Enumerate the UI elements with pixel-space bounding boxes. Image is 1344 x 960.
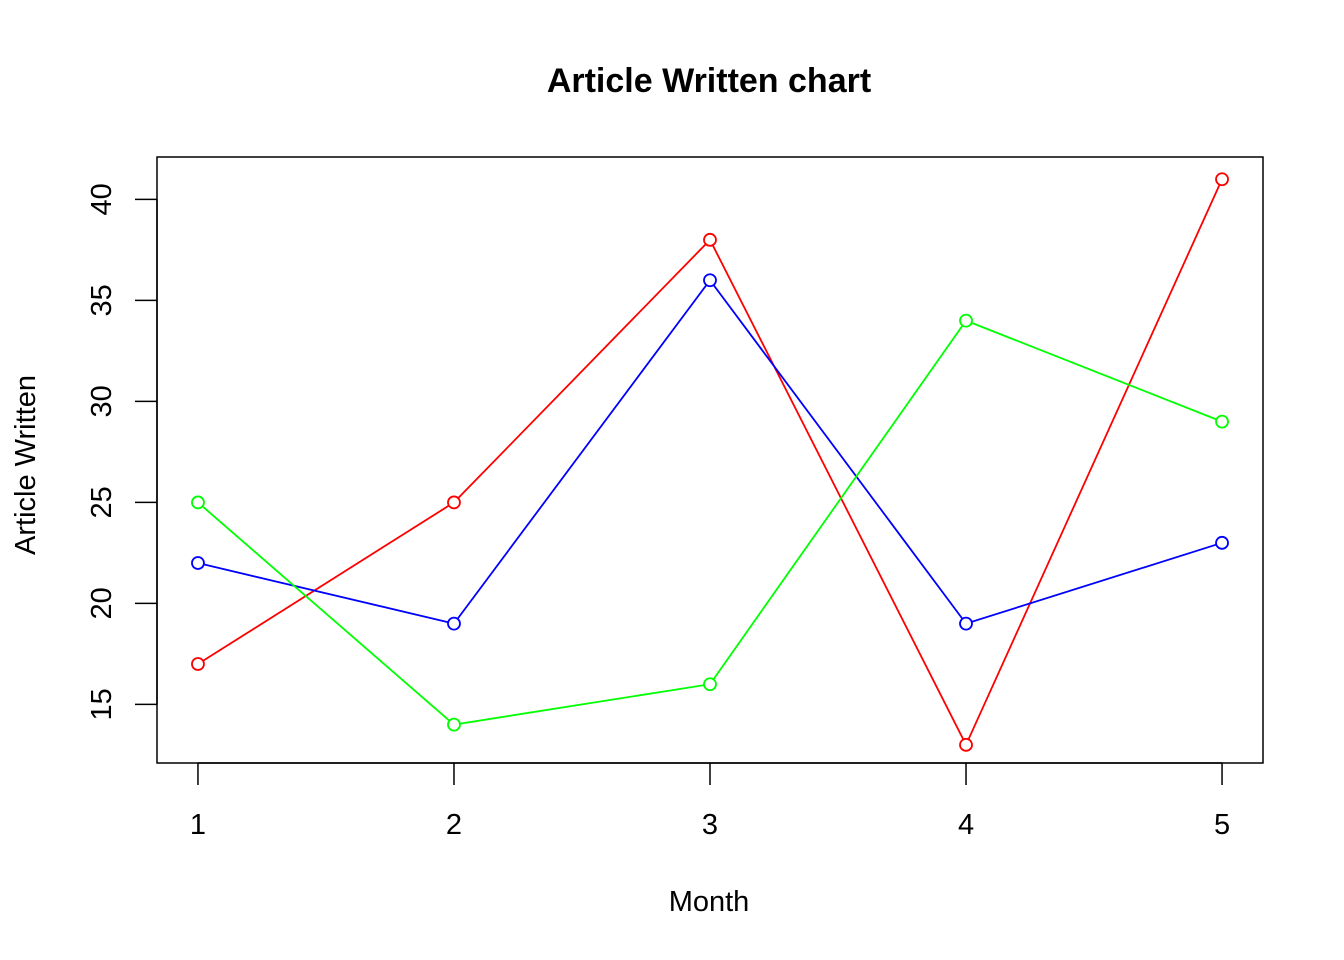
- y-tick-label: 35: [86, 284, 118, 316]
- x-tick-label: 2: [446, 809, 462, 841]
- data-point: [1215, 414, 1229, 429]
- series-2: [191, 273, 1229, 631]
- plot-frame: [156, 156, 1264, 764]
- x-tick-label: 4: [958, 809, 974, 841]
- x-tick-label: 3: [702, 809, 718, 841]
- x-tick-label: 1: [190, 809, 206, 841]
- series-layer: [191, 172, 1229, 752]
- data-point: [703, 273, 717, 288]
- series-1: [191, 172, 1229, 752]
- series-line: [197, 319, 1223, 726]
- x-tick-label: 5: [1214, 809, 1230, 841]
- chart-title: Article Written chart: [547, 62, 871, 100]
- x-axis: 1 2 3 4 5: [190, 762, 1230, 841]
- y-tick-label: 30: [86, 385, 118, 417]
- series-line: [197, 178, 1223, 747]
- data-point: [191, 556, 205, 570]
- data-point: [1215, 172, 1229, 187]
- data-point: [959, 616, 973, 631]
- data-point: [1215, 535, 1229, 550]
- data-point: [959, 737, 973, 752]
- y-axis: 15 20 25 30 35 40: [86, 183, 158, 721]
- y-tick-label: 20: [86, 587, 118, 619]
- data-point: [447, 616, 461, 631]
- y-axis-label: Article Written: [10, 375, 42, 555]
- y-tick-label: 25: [86, 486, 118, 518]
- data-point: [447, 495, 461, 510]
- data-point: [191, 657, 205, 671]
- data-point: [703, 677, 717, 692]
- x-axis-label: Month: [669, 886, 750, 918]
- data-point: [959, 313, 973, 328]
- data-point: [703, 232, 717, 247]
- series-line: [197, 278, 1223, 625]
- series-3: [191, 313, 1229, 732]
- data-point: [191, 495, 205, 510]
- data-point: [447, 717, 461, 732]
- y-tick-label: 40: [86, 183, 118, 215]
- y-tick-label: 15: [86, 688, 118, 720]
